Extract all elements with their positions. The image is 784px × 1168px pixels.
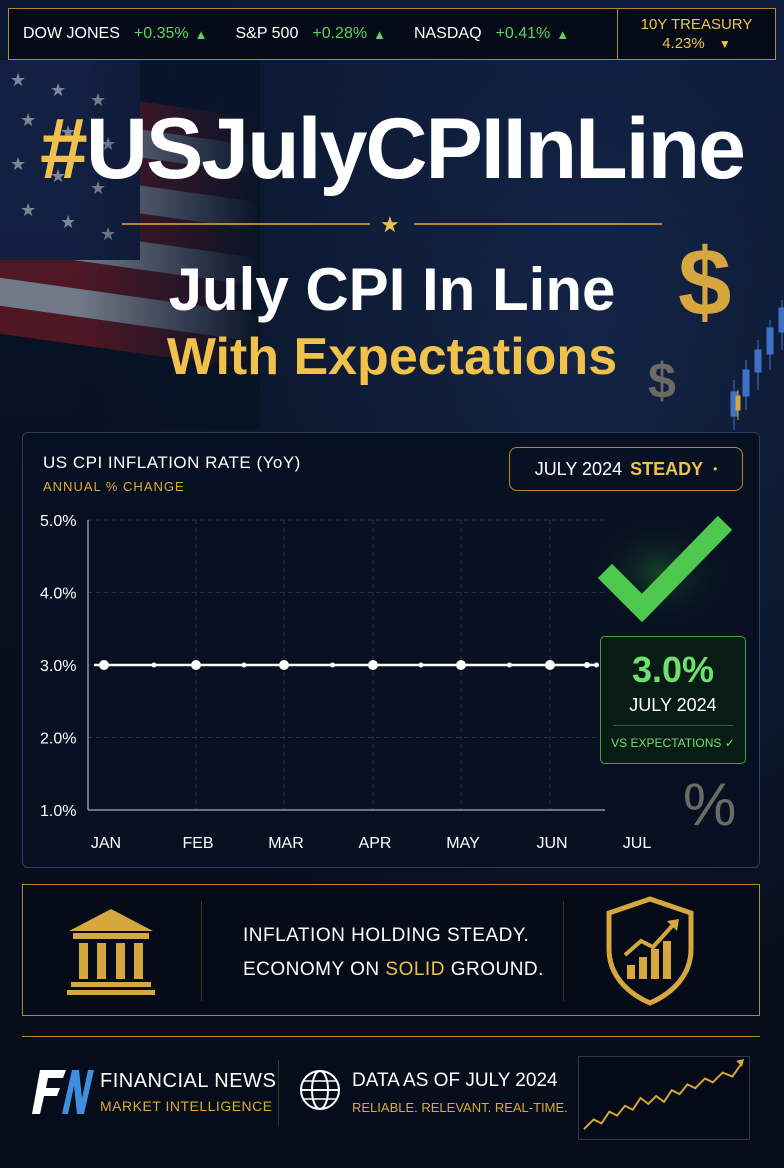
percent-sign-icon: % (683, 771, 737, 838)
badge-period: JULY 2024 (534, 458, 623, 479)
treasury-value: 4.23% (662, 34, 705, 52)
ticker-item-nasdaq: NASDAQ +0.41% ▲ (414, 25, 569, 43)
star-icon: ★ (380, 212, 400, 237)
chart-title: US CPI INFLATION RATE (YoY) (43, 453, 301, 472)
callout-vs-expectations: VS EXPECTATIONS ✓ (611, 736, 735, 750)
brand-tagline: MARKET INTELLIGENCE (100, 1098, 273, 1114)
hashtag-text: USJulyCPIInLine (85, 101, 746, 197)
market-ticker: DOW JONES +0.35% ▲ S&P 500 +0.28% ▲ NASD… (8, 8, 776, 60)
callout-divider (613, 725, 733, 726)
ticker-item-dow: DOW JONES +0.35% ▲ (23, 25, 207, 43)
headline-line-2: With Expectations (166, 328, 618, 386)
shield-growth-icon (606, 896, 694, 1006)
dollar-sign-icon: $ (678, 229, 732, 336)
dollar-sign-icon: $ (648, 353, 676, 409)
headline-divider: ★ (122, 212, 662, 237)
ticker-change: +0.41% (495, 25, 551, 42)
badge-status: STEADY (630, 458, 704, 479)
badge-dot-icon: • (713, 462, 718, 476)
mini-growth-chart (578, 1056, 750, 1140)
financial-news-logo (32, 1070, 94, 1114)
current-value-callout: 3.0% JULY 2024 VS EXPECTATIONS ✓ (600, 636, 746, 764)
footer: FINANCIAL NEWS MARKET INTELLIGENCE DATA … (22, 1048, 760, 1152)
ticker-change: +0.35% (133, 25, 189, 42)
us-flag-background: ★ ★ ★ ★ ★ ★ ★ ★ ★ ★ ★ ★ (0, 60, 260, 430)
candlestick-decoration (730, 300, 784, 430)
hashtag-headline: #USJulyCPIInLine (0, 100, 784, 199)
data-as-of: DATA AS OF JULY 2024 (352, 1070, 558, 1091)
info-text: GROUND. (444, 959, 544, 980)
ticker-change: +0.28% (312, 25, 368, 42)
info-text-line-1: INFLATION HOLDING STEADY. (243, 925, 530, 946)
callout-value: 3.0% (631, 649, 715, 690)
footer-tagline: RELIABLE. RELEVANT. REAL-TIME. (352, 1100, 568, 1115)
ticker-name: NASDAQ (413, 25, 482, 42)
info-band: INFLATION HOLDING STEADY. ECONOMY ON SOL… (22, 884, 760, 1016)
bank-icon (67, 909, 155, 995)
ticker-item-sp500: S&P 500 +0.28% ▲ (235, 25, 385, 43)
brand-name: FINANCIAL NEWS (100, 1070, 277, 1092)
up-arrow-icon: ▲ (556, 26, 570, 42)
info-highlight: SOLID (385, 959, 445, 980)
hash-symbol: # (40, 101, 88, 197)
up-arrow-icon: ▲ (373, 26, 386, 42)
info-text-line-2: ECONOMY ON SOLID GROUND. (243, 959, 544, 981)
down-arrow-icon: ▼ (718, 36, 731, 51)
globe-icon (300, 1070, 340, 1110)
headline-line-1: July CPI In Line (168, 256, 616, 323)
up-arrow-icon: ▲ (194, 26, 208, 42)
treasury-value-row: 4.23% ▼ (662, 34, 731, 54)
checkmark-icon (590, 515, 733, 628)
info-text: ECONOMY ON (243, 959, 386, 980)
footer-rule (22, 1036, 760, 1037)
treasury-label: 10Y TREASURY (640, 15, 753, 33)
status-badge: JULY 2024 STEADY • (509, 447, 743, 491)
ticker-item-treasury: 10Y TREASURY 4.23% ▼ (617, 9, 775, 59)
ticker-name: S&P 500 (235, 25, 299, 42)
ticker-name: DOW JONES (23, 25, 120, 42)
callout-date: JULY 2024 (629, 695, 717, 715)
chart-subtitle: ANNUAL % CHANGE (43, 479, 185, 494)
